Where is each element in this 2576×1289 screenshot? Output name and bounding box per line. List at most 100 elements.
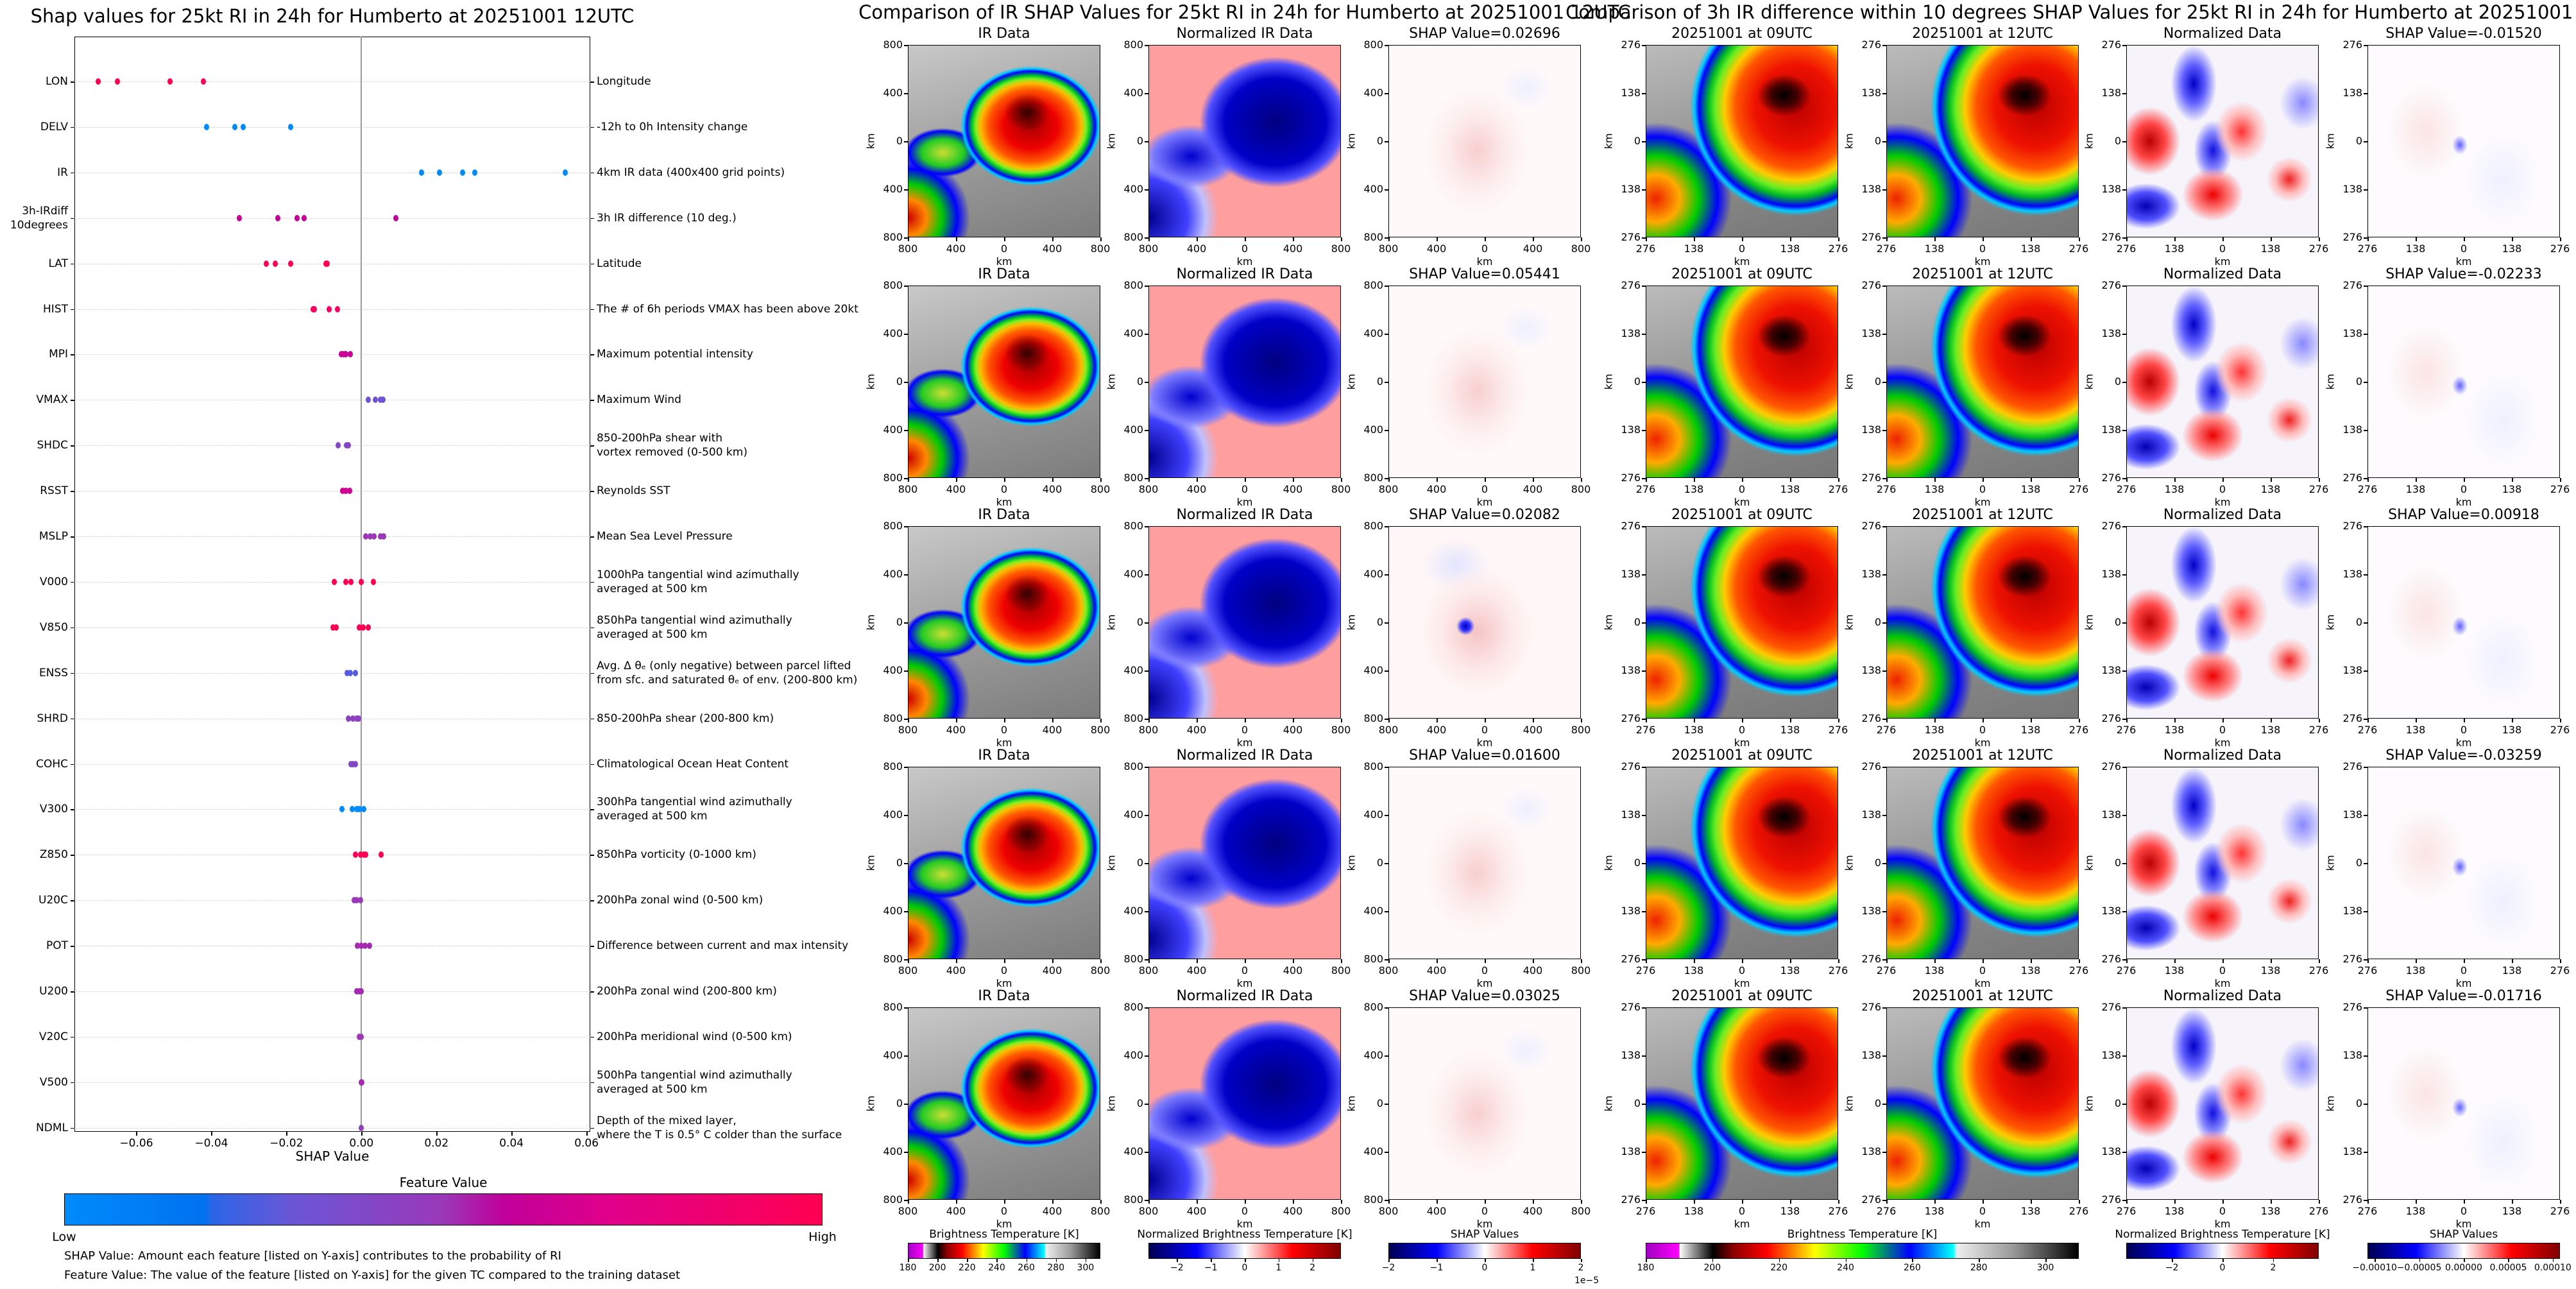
x-tick [1341, 237, 1342, 241]
shap-dot [95, 78, 101, 85]
heatmap-panel [2126, 286, 2319, 478]
y-tick-left [71, 1127, 74, 1129]
y-tick-left [71, 354, 74, 355]
y-tick [1145, 911, 1148, 912]
y-tick-label: 400 [1123, 327, 1143, 339]
y-tick [2122, 622, 2126, 624]
y-axis-label: km [1105, 1095, 1118, 1112]
feature-description: -12h to 0h Intensity change [597, 120, 747, 134]
y-tick-label: 0 [896, 616, 903, 628]
x-tick [1341, 719, 1342, 722]
shap-value: -0.03259 [2478, 747, 2542, 764]
y-tick-label: 0 [2355, 857, 2362, 869]
y-axis-label: km [1602, 373, 1615, 390]
shap-dot [352, 851, 358, 858]
y-tick-label: 400 [1363, 808, 1383, 821]
y-tick [2122, 767, 2126, 768]
y-tick-label: 276 [2342, 38, 2362, 51]
colorbar-tick [1912, 1259, 1913, 1262]
y-tick-label: 0 [2114, 375, 2121, 388]
y-tick-label: 276 [2342, 760, 2362, 773]
y-tick [2122, 45, 2126, 46]
shap-dot [302, 214, 307, 221]
feature-description: 850-200hPa shear with vortex removed (0-5… [597, 431, 747, 459]
x-tick [1581, 478, 1582, 482]
x-tick [1581, 959, 1582, 963]
y-tick [1642, 767, 1646, 768]
y-tick [1882, 526, 1886, 527]
grid-line [74, 445, 590, 447]
x-axis-label: km [996, 496, 1012, 508]
grid-line [74, 1082, 590, 1083]
x-axis-label: km [2455, 1218, 2472, 1230]
x-tick-label: 138 [1924, 243, 1945, 255]
y-tick-label: 400 [883, 905, 903, 917]
x-tick-label: 276 [1635, 483, 1656, 495]
feature-description: 4km IR data (400x400 grid points) [597, 166, 785, 180]
y-tick-label: 138 [1621, 808, 1641, 821]
note-shap: SHAP Value: Amount each feature [listed … [64, 1249, 561, 1263]
y-tick [2122, 141, 2126, 142]
y-tick [1882, 622, 1886, 624]
x-axis-label: km [2455, 255, 2472, 268]
feature-label: LAT [48, 257, 68, 270]
panel-title: Normalized Data [2163, 747, 2282, 764]
panel-title: SHAP Value=0.02696 [1409, 26, 1560, 42]
y-tick [1642, 237, 1646, 239]
shap-dot [371, 578, 377, 585]
y-tick [1385, 719, 1388, 720]
y-tick [1882, 911, 1886, 912]
x-tick-label: 400 [1186, 483, 1207, 495]
x-tick [1004, 237, 1005, 241]
feature-label: ENSS [38, 666, 68, 679]
colorbar-tick [1312, 1259, 1314, 1262]
y-tick-label: 400 [1123, 87, 1143, 99]
shap-dot [348, 578, 354, 585]
y-tick-label: 276 [2342, 472, 2362, 484]
heatmap-panel [1388, 286, 1581, 478]
x-tick [1838, 719, 1839, 722]
colorbar-tick-label: 280 [1970, 1263, 1988, 1273]
feature-label: IR [57, 166, 68, 179]
x-tick [2416, 478, 2417, 482]
y-tick-label: 400 [883, 808, 903, 821]
y-tick [2364, 334, 2367, 335]
x-tick [2031, 1200, 2032, 1204]
x-tick [1838, 478, 1839, 482]
x-tick [2319, 237, 2320, 241]
y-tick [1642, 1055, 1646, 1057]
x-tick-label: 138 [1684, 964, 1704, 977]
shap-dot [363, 851, 369, 858]
x-tick [1886, 478, 1888, 482]
x-tick [2416, 719, 2417, 722]
x-tick [2271, 719, 2272, 722]
x-tick [1052, 237, 1053, 241]
x-tick-label: 138 [2260, 1205, 2281, 1217]
y-tick-label: 400 [883, 1145, 903, 1157]
y-tick-label: 138 [1621, 664, 1641, 676]
feature-label: SHRD [37, 712, 68, 725]
y-tick [1145, 767, 1148, 768]
x-tick-label: 276 [2308, 483, 2329, 495]
y-tick-label: 138 [2101, 327, 2121, 339]
y-tick [1385, 1152, 1388, 1153]
heatmap-panel [1886, 767, 2079, 959]
x-tick-label: 0 [1000, 724, 1008, 736]
grid-line [74, 309, 590, 310]
panel-title-prefix: SHAP Value= [1409, 26, 1502, 42]
y-tick-label: 400 [883, 87, 903, 99]
y-tick-label: 138 [2101, 664, 2121, 676]
x-axis-label: km [1974, 977, 1991, 989]
x-tick-label: 800 [1378, 964, 1399, 977]
y-tick-label: 138 [1621, 183, 1641, 195]
x-tick-label: 400 [946, 1205, 966, 1217]
x-tick [1100, 237, 1102, 241]
x-tick-label: 276 [2068, 964, 2089, 977]
x-tick-label: 276 [1635, 243, 1656, 255]
y-tick-label: 276 [2101, 712, 2121, 724]
x-tick-label: 276 [2550, 724, 2570, 736]
shap-value: 0.00918 [2480, 507, 2539, 523]
y-tick-left [71, 263, 74, 265]
y-tick [2122, 286, 2126, 287]
y-tick [904, 959, 908, 960]
